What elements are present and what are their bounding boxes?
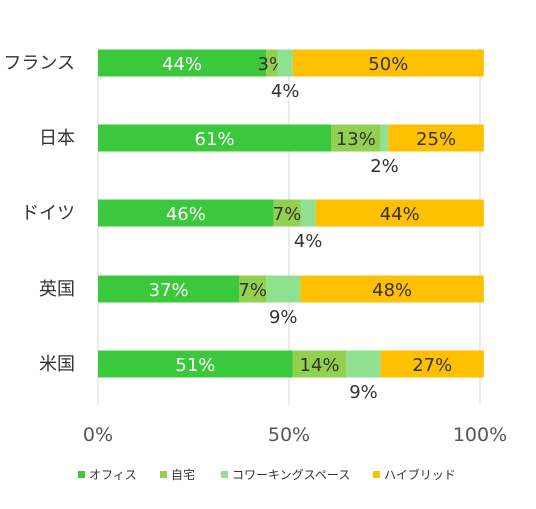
bar-segment (300, 199, 316, 227)
bar-segment (331, 124, 381, 152)
bar-segment (346, 350, 381, 378)
bar-segment (98, 124, 332, 152)
bar-segment (266, 275, 301, 303)
bar-segment (380, 350, 484, 378)
category-label: ドイツ (21, 203, 75, 224)
x-axis-ticks: 0% 50% 100% (83, 424, 507, 446)
data-label: 61% (195, 129, 235, 150)
data-label: 46% (166, 204, 206, 225)
data-label: 7% (238, 280, 267, 301)
data-label: 4% (271, 81, 300, 102)
bar-segment (277, 49, 293, 77)
data-label: 37% (149, 280, 189, 301)
data-label: 2% (370, 156, 399, 177)
data-label: 14% (300, 355, 340, 376)
data-label: 9% (349, 382, 378, 403)
legend-label: コワーキングスペース (232, 468, 350, 482)
bar-segment (380, 124, 389, 152)
bar-segment (315, 199, 484, 227)
legend-label: 自宅 (171, 467, 195, 482)
data-label: 50% (368, 54, 408, 75)
data-label: 4% (294, 231, 323, 252)
legend-swatch (373, 471, 380, 478)
data-label: 27% (412, 355, 452, 376)
bar-segment (292, 350, 347, 378)
legend-label: ハイブリッド (384, 467, 456, 482)
bar-segment (98, 275, 240, 303)
data-label: 48% (372, 280, 412, 301)
legend-swatch (78, 471, 85, 478)
x-tick-label: 100% (453, 424, 507, 446)
bar-segment (266, 49, 278, 77)
category-label: フランス (3, 53, 75, 74)
bar-segment (98, 49, 267, 77)
category-label: 米国 (39, 354, 75, 375)
data-label: 44% (162, 54, 202, 75)
bar-segment (98, 199, 274, 227)
bar-segment (239, 275, 267, 303)
legend-label: オフィス (89, 468, 137, 482)
data-label: 25% (416, 129, 456, 150)
bar-segment (300, 275, 484, 303)
data-label: 7% (273, 204, 302, 225)
bars: 44% 3%4%50%61% 13%2%25%46% 7%4%44%37% 7%9%48… (98, 49, 484, 403)
data-label: 51% (175, 355, 215, 376)
category-label: 日本 (39, 128, 75, 149)
data-label: 13% (336, 129, 376, 150)
legend: オフィス 自宅 コワーキングスペース ハイブリッド (78, 467, 456, 482)
x-tick-label: 0% (83, 424, 113, 446)
category-label: 英国 (39, 279, 75, 300)
legend-swatch (221, 471, 228, 478)
data-label: 44% (380, 204, 420, 225)
bar-segment (273, 199, 301, 227)
x-tick-label: 50% (268, 424, 310, 446)
bar-segment (388, 124, 484, 152)
data-label: 9% (269, 307, 298, 328)
legend-swatch (160, 471, 167, 478)
bar-segment (98, 350, 293, 378)
bar-segment (292, 49, 484, 77)
